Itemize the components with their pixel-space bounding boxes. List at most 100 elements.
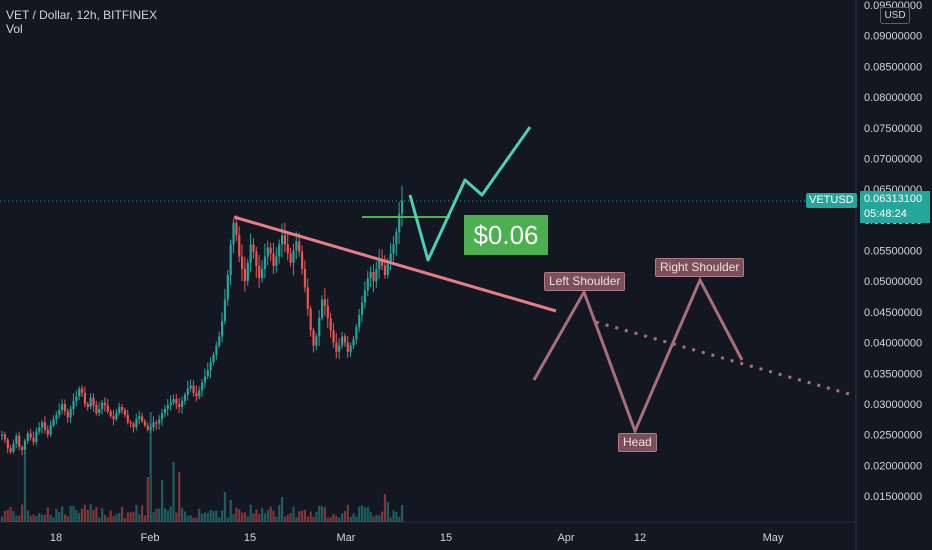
volume-bar [26, 510, 29, 522]
volume-bar [363, 507, 367, 522]
volume-bar [72, 505, 75, 522]
volume-bar [343, 511, 347, 522]
volume-bar [243, 512, 247, 522]
volume-bar [89, 504, 92, 522]
volume-bar [358, 506, 361, 522]
left-shoulder-label[interactable]: Left Shoulder [544, 272, 626, 291]
price-tick-label: 0.05500000 [864, 246, 922, 258]
neckline-dotted[interactable] [595, 320, 857, 398]
candle-body [92, 397, 95, 406]
candle-body [329, 318, 332, 331]
volume-indicator-label[interactable]: Vol [6, 22, 23, 36]
time-tick-label: Feb [141, 532, 160, 544]
price-tick-label: 0.07000000 [864, 153, 922, 165]
volume-bar [92, 509, 95, 522]
currency-button[interactable]: USD [880, 7, 910, 24]
candle-body [126, 414, 129, 423]
head-label[interactable]: Head [618, 433, 657, 452]
volume-bar [15, 515, 18, 522]
volume-bar [221, 510, 224, 522]
price-axis[interactable]: 0.01500000 0.02000000 0.02500000 0.03000000… [864, 0, 922, 503]
candle-body [301, 251, 304, 269]
head-and-shoulders-pattern[interactable] [532, 276, 744, 436]
volume-bar [252, 513, 255, 522]
candle-body [183, 394, 187, 401]
candle-body [358, 314, 361, 328]
price-tick-label: 0.03500000 [864, 368, 922, 380]
candle-body [86, 403, 89, 408]
candle-body [35, 431, 38, 442]
candle-body [369, 271, 372, 279]
volume-bar [58, 511, 61, 522]
volume-bar [209, 510, 212, 522]
volume-bar [161, 480, 164, 522]
candle-body [263, 256, 267, 269]
candle-body [321, 299, 324, 319]
candle-body [306, 287, 309, 309]
volume-bar [246, 516, 249, 522]
volume-bar [115, 514, 118, 522]
volume-bar [275, 516, 278, 522]
right-shoulder-label[interactable]: Right Shoulder [655, 258, 745, 277]
volume-bar [263, 513, 267, 522]
volume-bar [163, 508, 167, 522]
candle-body [78, 388, 81, 397]
price-tick-label: 0.02000000 [864, 460, 922, 472]
volume-bar [312, 516, 315, 522]
volume-bar [215, 510, 218, 522]
candle-body [129, 422, 132, 424]
time-tick-label: 15 [244, 532, 256, 544]
time-axis[interactable]: 18 Feb 15 Mar 15 Apr 12 May [50, 532, 784, 544]
volume-bar [386, 502, 389, 522]
candle-body [101, 402, 104, 409]
candle-body [1, 434, 4, 437]
volume-bar [78, 512, 81, 522]
volume-bar [63, 514, 67, 522]
last-price-box: 0.06313100 05:48:24 [860, 191, 930, 223]
volume-bar [198, 508, 201, 522]
candle-body [192, 385, 195, 393]
ticker-tag: VETUSD [806, 193, 857, 208]
volume-bar [286, 514, 289, 522]
candle-body [81, 388, 84, 393]
projected-price-path[interactable] [408, 126, 532, 262]
candle-body [98, 408, 101, 414]
candle-body [315, 336, 318, 346]
volume-bar [269, 506, 272, 522]
candle-body [366, 278, 369, 291]
volume-bar [366, 507, 369, 522]
price-tick-label: 0.04000000 [864, 338, 922, 350]
volume-bar [372, 516, 375, 522]
volume-bar [398, 516, 401, 522]
volume-bar [6, 509, 9, 522]
candle-body [189, 385, 192, 389]
volume-bar [118, 513, 121, 522]
volume-bar [278, 505, 281, 522]
volume-bar [101, 508, 104, 522]
candle-body [303, 268, 307, 288]
candle-body [172, 399, 175, 403]
volume-bar [229, 500, 232, 522]
volume-bar [212, 511, 215, 522]
candle-body [186, 388, 189, 395]
candle-body [198, 390, 201, 397]
volume-bar [95, 506, 98, 522]
volume-bar [249, 504, 252, 522]
candle-body [309, 308, 312, 331]
volume-bar [35, 515, 38, 522]
volume-bar [181, 507, 184, 522]
volume-bar [292, 506, 295, 522]
volume-bar [81, 508, 84, 522]
volume-bar [103, 514, 107, 522]
symbol-title[interactable]: VET / Dollar, 12h, BITFINEX [6, 8, 158, 22]
volume-bar [1, 516, 4, 522]
target-price-label[interactable]: $0.06 [464, 215, 548, 255]
volume-bar [335, 515, 338, 522]
candle-body [152, 422, 155, 428]
candle-body [395, 232, 398, 245]
descending-trendline[interactable] [233, 215, 557, 313]
time-tick-label: 12 [634, 532, 646, 544]
volume-bar [309, 511, 312, 522]
candle-body [229, 244, 232, 276]
